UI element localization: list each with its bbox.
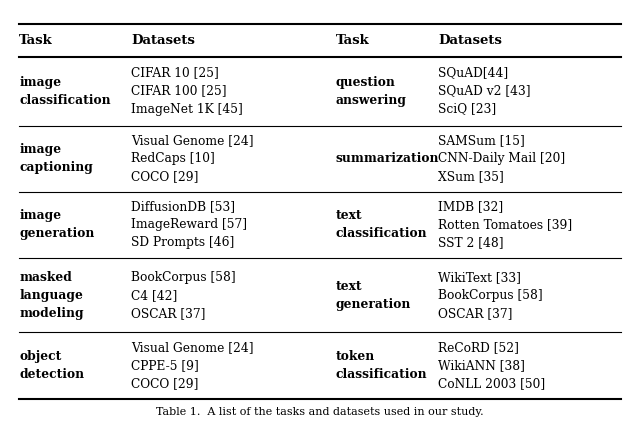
Text: image
captioning: image captioning [19, 143, 93, 174]
Text: SAMSum [15]
CNN-Daily Mail [20]
XSum [35]: SAMSum [15] CNN-Daily Mail [20] XSum [35… [438, 134, 566, 183]
Text: Datasets: Datasets [131, 34, 195, 47]
Text: BookCorpus [58]
C4 [42]
OSCAR [37]: BookCorpus [58] C4 [42] OSCAR [37] [131, 271, 236, 320]
Text: Task: Task [336, 34, 370, 47]
Text: DiffusionDB [53]
ImageReward [57]
SD Prompts [46]: DiffusionDB [53] ImageReward [57] SD Pro… [131, 201, 247, 249]
Text: text
classification: text classification [336, 209, 428, 241]
Text: CIFAR 10 [25]
CIFAR 100 [25]
ImageNet 1K [45]: CIFAR 10 [25] CIFAR 100 [25] ImageNet 1K… [131, 67, 243, 116]
Text: token
classification: token classification [336, 350, 428, 381]
Text: Datasets: Datasets [438, 34, 502, 47]
Text: Table 1.  A list of the tasks and datasets used in our study.: Table 1. A list of the tasks and dataset… [156, 407, 484, 417]
Text: Visual Genome [24]
RedCaps [10]
COCO [29]: Visual Genome [24] RedCaps [10] COCO [29… [131, 134, 253, 183]
Text: image
classification: image classification [19, 75, 111, 107]
Text: question
answering: question answering [336, 75, 407, 107]
Text: summarization: summarization [336, 152, 440, 165]
Text: image
generation: image generation [19, 209, 95, 241]
Text: ReCoRD [52]
WikiANN [38]
CoNLL 2003 [50]: ReCoRD [52] WikiANN [38] CoNLL 2003 [50] [438, 341, 545, 390]
Text: SQuAD[44]
SQuAD v2 [43]
SciQ [23]: SQuAD[44] SQuAD v2 [43] SciQ [23] [438, 67, 531, 116]
Text: IMDB [32]
Rotten Tomatoes [39]
SST 2 [48]: IMDB [32] Rotten Tomatoes [39] SST 2 [48… [438, 201, 573, 249]
Text: Task: Task [19, 34, 53, 47]
Text: object
detection: object detection [19, 350, 84, 381]
Text: text
generation: text generation [336, 279, 412, 311]
Text: masked
language
modeling: masked language modeling [19, 271, 84, 320]
Text: Visual Genome [24]
CPPE-5 [9]
COCO [29]: Visual Genome [24] CPPE-5 [9] COCO [29] [131, 341, 253, 390]
Text: WikiText [33]
BookCorpus [58]
OSCAR [37]: WikiText [33] BookCorpus [58] OSCAR [37] [438, 271, 543, 320]
